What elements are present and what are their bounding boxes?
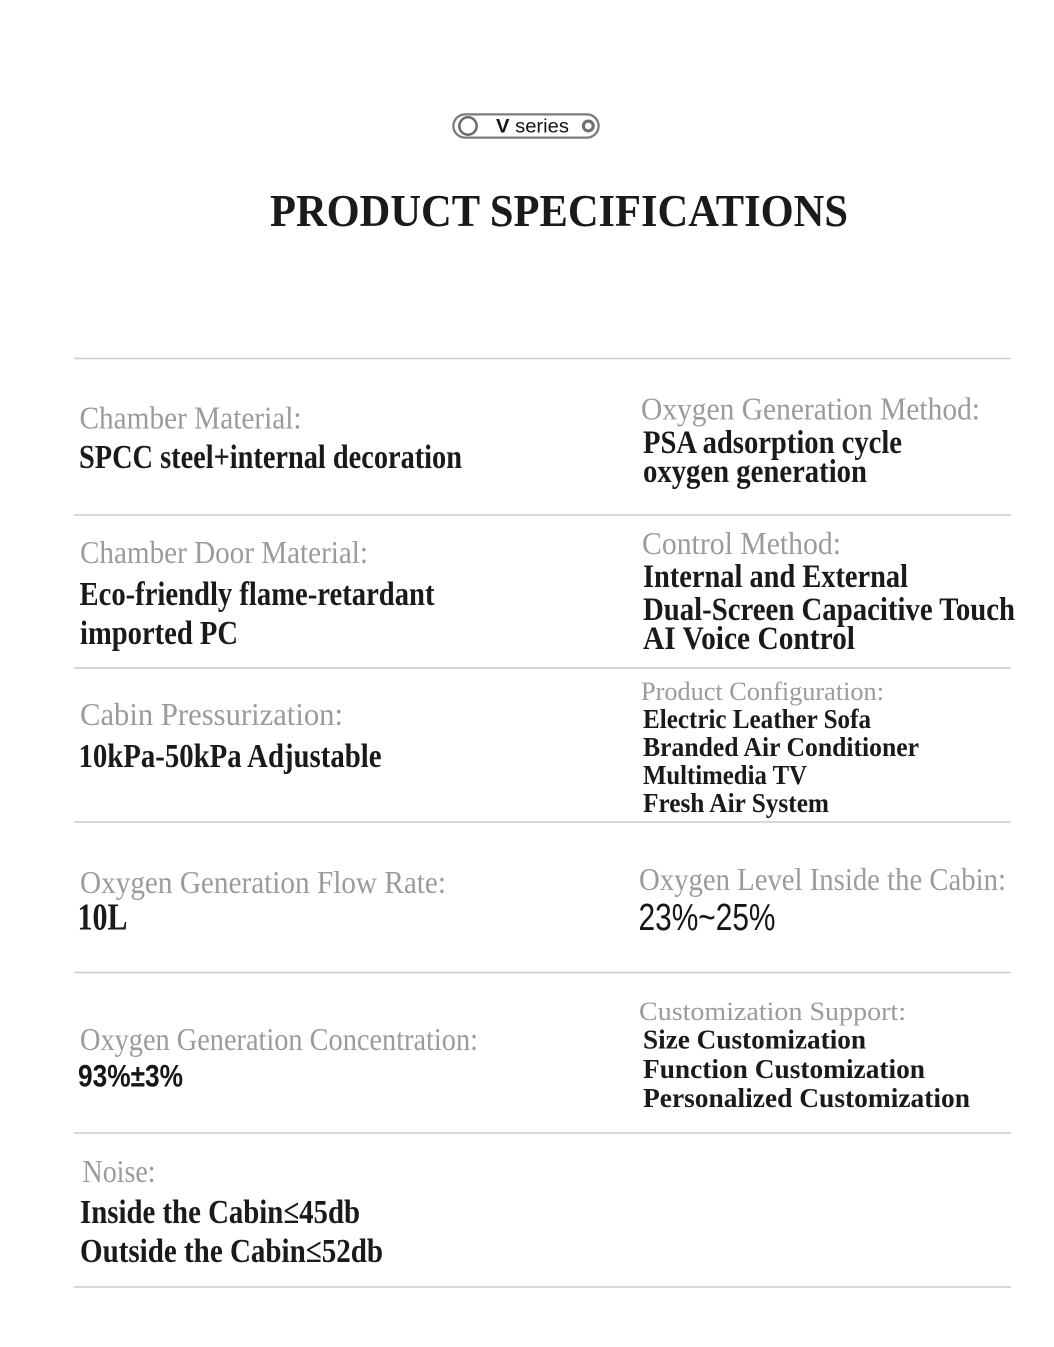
svg-text:Chamber Material:: Chamber Material: <box>80 399 302 435</box>
svg-text:10L: 10L <box>78 897 128 939</box>
svg-text:Dual-Screen Capacitive Touch: Dual-Screen Capacitive Touch <box>643 592 1015 628</box>
svg-text:Product Configuration:: Product Configuration: <box>641 677 884 706</box>
svg-text:SPCC steel+internal decoration: SPCC steel+internal decoration <box>79 439 462 476</box>
svg-text:Oxygen Generation Method:: Oxygen Generation Method: <box>641 391 980 427</box>
svg-text:imported PC: imported PC <box>80 615 238 652</box>
svg-text:Oxygen Level Inside the Cabin:: Oxygen Level Inside the Cabin: <box>639 861 1006 897</box>
svg-text:V series: V series <box>496 117 569 138</box>
svg-text:Electric Leather Sofa: Electric Leather Sofa <box>643 704 871 734</box>
svg-text:Branded Air Conditioner: Branded Air Conditioner <box>643 732 919 762</box>
svg-text:Oxygen Generation Concentratio: Oxygen Generation Concentration: <box>80 1021 478 1057</box>
svg-text:PRODUCT SPECIFICATIONS: PRODUCT SPECIFICATIONS <box>270 185 848 236</box>
svg-text:oxygen generation: oxygen generation <box>643 454 867 490</box>
svg-text:Chamber Door Material:: Chamber Door Material: <box>80 534 368 570</box>
svg-text:Eco-friendly flame-retardant: Eco-friendly flame-retardant <box>80 576 436 613</box>
svg-text:23%~25%: 23%~25% <box>639 897 776 939</box>
svg-text:Outside the Cabin≤52db: Outside the Cabin≤52db <box>80 1233 383 1270</box>
svg-text:93%±3%: 93%±3% <box>78 1058 183 1094</box>
svg-text:Function Customization: Function Customization <box>643 1054 925 1084</box>
svg-text:Fresh Air System: Fresh Air System <box>643 788 829 818</box>
svg-text:Customization Support:: Customization Support: <box>639 997 906 1026</box>
svg-text:PSA adsorption cycle: PSA adsorption cycle <box>643 425 902 461</box>
svg-text:Cabin Pressurization:: Cabin Pressurization: <box>80 696 343 732</box>
svg-text:AI Voice Control: AI Voice Control <box>643 621 855 657</box>
svg-text:10kPa-50kPa Adjustable: 10kPa-50kPa Adjustable <box>79 738 382 775</box>
svg-text:Multimedia TV: Multimedia TV <box>643 760 807 790</box>
svg-text:Noise:: Noise: <box>83 1153 156 1189</box>
svg-text:Inside the Cabin≤45db: Inside the Cabin≤45db <box>80 1194 360 1231</box>
svg-text:Control Method:: Control Method: <box>642 525 841 561</box>
svg-text:Personalized Customization: Personalized Customization <box>643 1083 970 1113</box>
svg-text:Internal and External: Internal and External <box>643 559 908 595</box>
svg-text:Size Customization: Size Customization <box>643 1025 866 1055</box>
svg-text:Oxygen Generation Flow Rate:: Oxygen Generation Flow Rate: <box>80 864 446 900</box>
